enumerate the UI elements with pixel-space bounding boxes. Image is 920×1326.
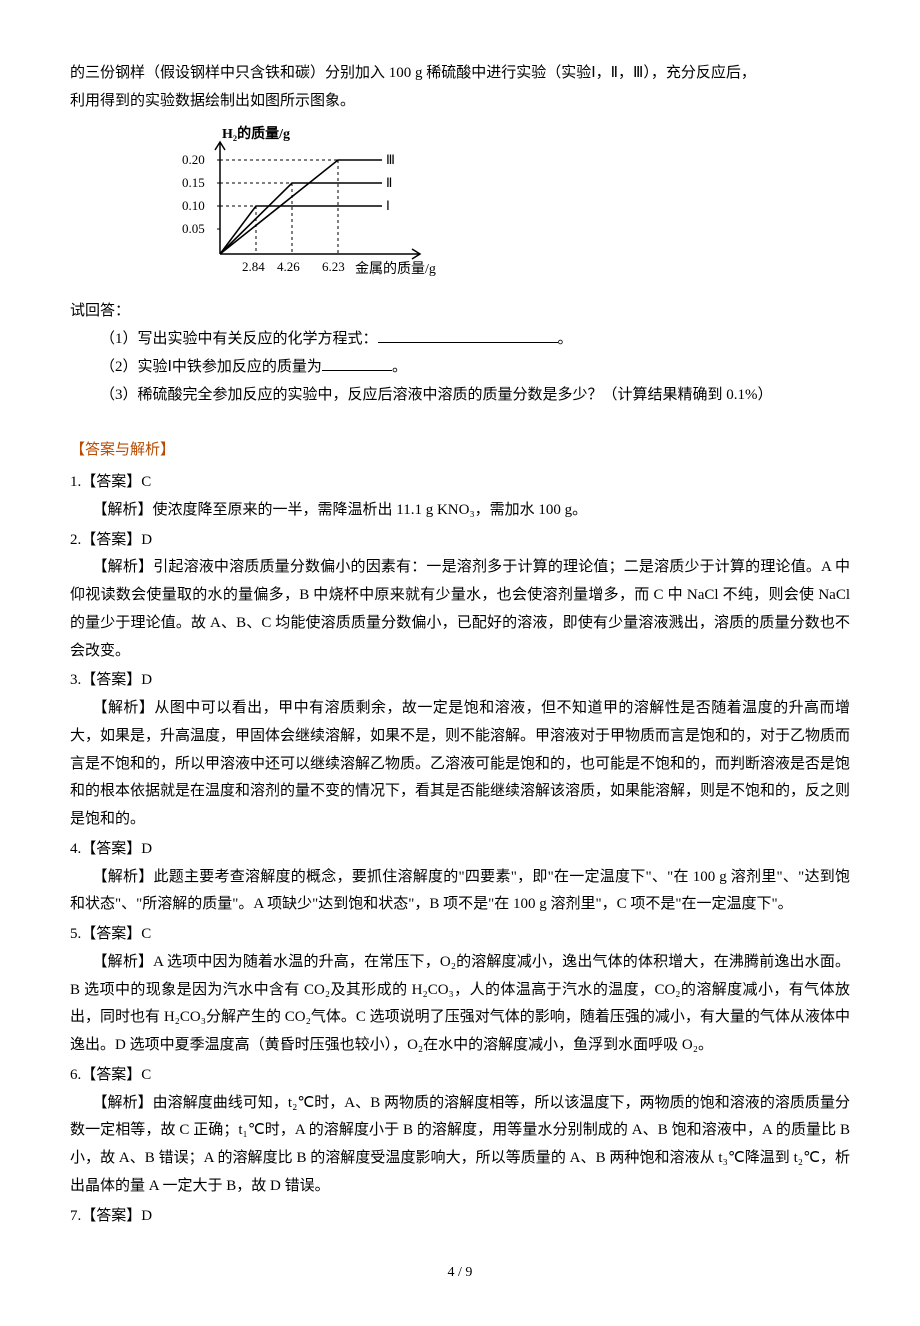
answer-item: 1.【答案】C【解析】使浓度降至原来的一半，需降温析出 11.1 g KNO₃，… bbox=[70, 469, 850, 525]
q2-pre: （2）实验Ⅰ中铁参加反应的质量为 bbox=[100, 359, 322, 375]
answer-number: 7. bbox=[70, 1208, 81, 1224]
answer-label: 【答案】D bbox=[81, 841, 152, 857]
intro-line-1: 的三份钢样（假设钢样中只含铁和碳）分别加入 100 g 稀硫酸中进行实验（实验Ⅰ… bbox=[70, 60, 850, 88]
y-tick-3: 0.20 bbox=[182, 152, 205, 167]
question-1: （1）写出实验中有关反应的化学方程式： 。 bbox=[70, 326, 850, 354]
answer-label: 【答案】D bbox=[81, 532, 152, 548]
q2-post: 。 bbox=[392, 359, 407, 375]
answer-heading: 1.【答案】C bbox=[70, 469, 850, 497]
series-2: Ⅱ bbox=[386, 175, 392, 190]
answer-item: 4.【答案】D【解析】此题主要考查溶解度的概念，要抓住溶解度的"四要素"，即"在… bbox=[70, 836, 850, 919]
answer-label: 【答案】C bbox=[81, 926, 151, 942]
answer-item: 7.【答案】D bbox=[70, 1203, 850, 1231]
series-3: Ⅲ bbox=[386, 152, 395, 167]
answers-container: 1.【答案】C【解析】使浓度降至原来的一半，需降温析出 11.1 g KNO₃，… bbox=[70, 469, 850, 1230]
answer-label: 【答案】D bbox=[81, 672, 152, 688]
answer-heading: 2.【答案】D bbox=[70, 527, 850, 555]
chart-figure: H₂的质量/g 0.20 0.15 0.10 0.05 2.84 4.26 6.… bbox=[70, 124, 850, 295]
answer-label: 【答案】C bbox=[81, 474, 151, 490]
question-2: （2）实验Ⅰ中铁参加反应的质量为 。 bbox=[70, 354, 850, 382]
y-tick-2: 0.15 bbox=[182, 175, 205, 190]
answer-heading: 4.【答案】D bbox=[70, 836, 850, 864]
x-tick-2: 6.23 bbox=[322, 259, 345, 274]
answer-analysis: 【解析】此题主要考查溶解度的概念，要抓住溶解度的"四要素"，即"在一定温度下"、… bbox=[70, 864, 850, 920]
answer-analysis: 【解析】A 选项中因为随着水温的升高，在常压下，O₂的溶解度减小，逸出气体的体积… bbox=[70, 949, 850, 1060]
answer-number: 2. bbox=[70, 532, 81, 548]
q1-pre: （1）写出实验中有关反应的化学方程式： bbox=[100, 331, 378, 347]
q2-blank bbox=[322, 355, 392, 371]
y-axis-label: H₂的质量/g bbox=[222, 125, 290, 142]
answers-header: 【答案与解析】 bbox=[70, 437, 850, 465]
answer-number: 6. bbox=[70, 1067, 81, 1083]
answer-number: 3. bbox=[70, 672, 81, 688]
answer-label: 【答案】C bbox=[81, 1067, 151, 1083]
answer-analysis: 【解析】由溶解度曲线可知，t₂℃时，A、B 两物质的溶解度相等，所以该温度下，两… bbox=[70, 1090, 850, 1201]
answer-item: 2.【答案】D【解析】引起溶液中溶质质量分数偏小的因素有：一是溶剂多于计算的理论… bbox=[70, 527, 850, 666]
page-number: 4 / 9 bbox=[70, 1260, 850, 1286]
answer-label: 【答案】D bbox=[81, 1208, 152, 1224]
answer-heading: 5.【答案】C bbox=[70, 921, 850, 949]
answer-number: 4. bbox=[70, 841, 81, 857]
answer-heading: 3.【答案】D bbox=[70, 667, 850, 695]
answer-heading: 7.【答案】D bbox=[70, 1203, 850, 1231]
question-prefix: 试回答： bbox=[70, 298, 850, 326]
q1-post: 。 bbox=[558, 331, 573, 347]
intro-line-2: 利用得到的实验数据绘制出如图所示图象。 bbox=[70, 88, 850, 116]
answer-number: 1. bbox=[70, 474, 81, 490]
answer-analysis: 【解析】使浓度降至原来的一半，需降温析出 11.1 g KNO₃，需加水 100… bbox=[70, 497, 850, 525]
series-1: Ⅰ bbox=[386, 198, 390, 213]
x-tick-1: 4.26 bbox=[277, 259, 300, 274]
answer-item: 6.【答案】C【解析】由溶解度曲线可知，t₂℃时，A、B 两物质的溶解度相等，所… bbox=[70, 1062, 850, 1201]
answer-heading: 6.【答案】C bbox=[70, 1062, 850, 1090]
answer-number: 5. bbox=[70, 926, 81, 942]
q1-blank bbox=[378, 327, 558, 343]
chart-svg: H₂的质量/g 0.20 0.15 0.10 0.05 2.84 4.26 6.… bbox=[160, 124, 450, 284]
x-axis-label: 金属的质量/g bbox=[355, 261, 436, 277]
answer-analysis: 【解析】引起溶液中溶质质量分数偏小的因素有：一是溶剂多于计算的理论值；二是溶质少… bbox=[70, 554, 850, 665]
y-tick-1: 0.10 bbox=[182, 198, 205, 213]
answer-analysis: 【解析】从图中可以看出，甲中有溶质剩余，故一定是饱和溶液，但不知道甲的溶解性是否… bbox=[70, 695, 850, 834]
question-3: （3）稀硫酸完全参加反应的实验中，反应后溶液中溶质的质量分数是多少？（计算结果精… bbox=[70, 382, 850, 410]
answer-item: 5.【答案】C【解析】A 选项中因为随着水温的升高，在常压下，O₂的溶解度减小，… bbox=[70, 921, 850, 1060]
y-tick-0: 0.05 bbox=[182, 221, 205, 236]
answer-item: 3.【答案】D【解析】从图中可以看出，甲中有溶质剩余，故一定是饱和溶液，但不知道… bbox=[70, 667, 850, 834]
x-tick-0: 2.84 bbox=[242, 259, 265, 274]
